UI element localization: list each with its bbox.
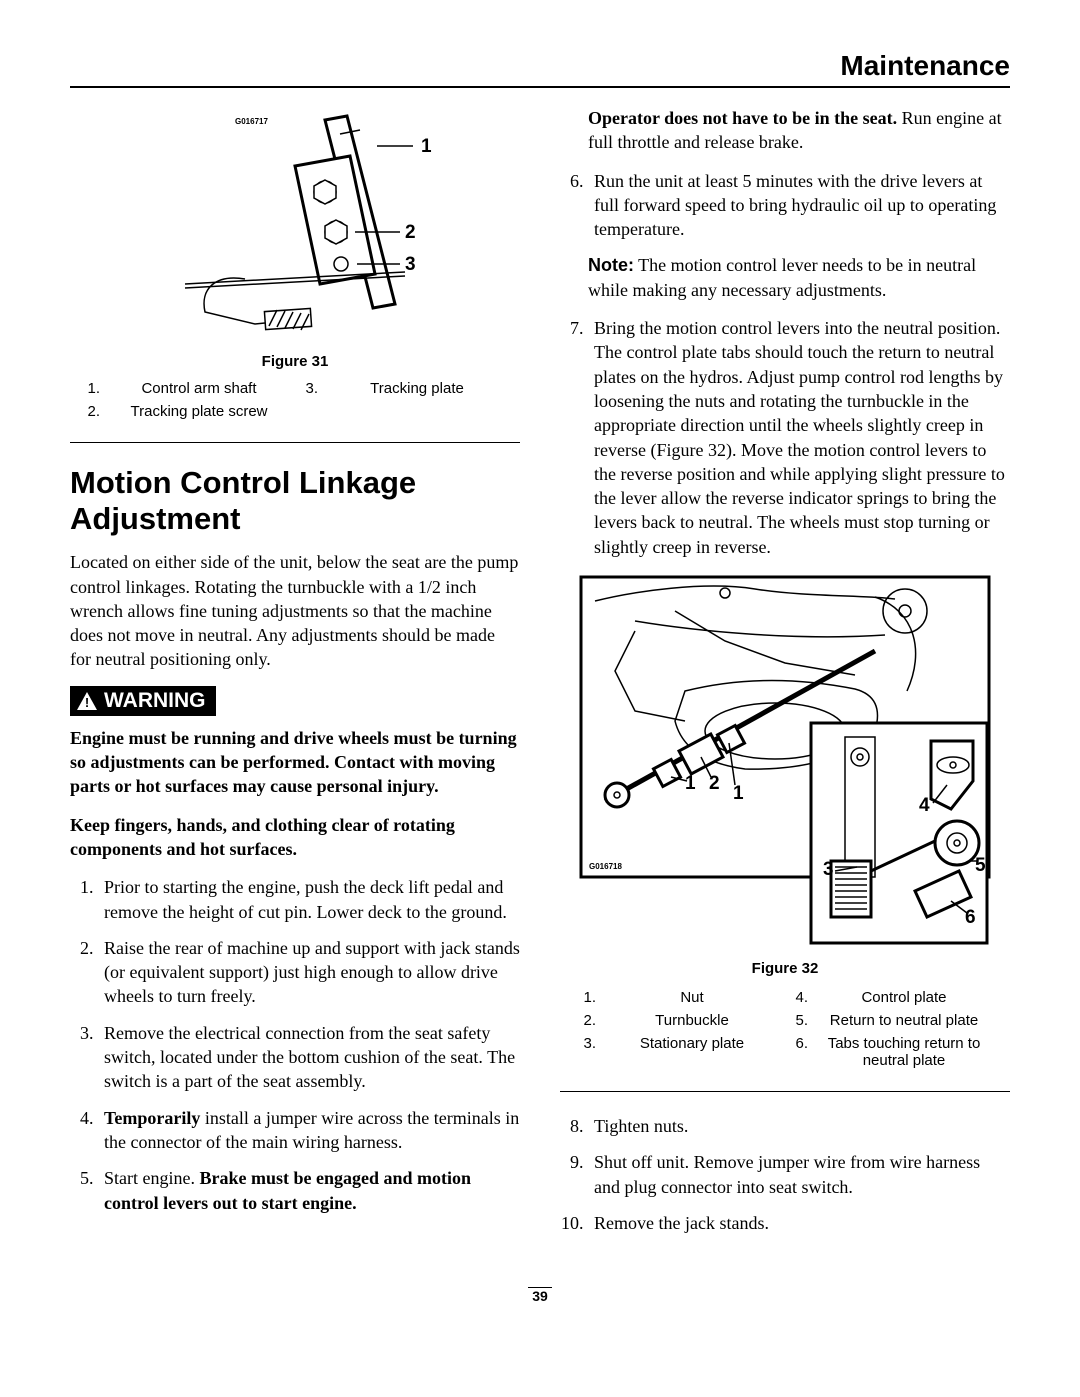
step-9: Shut off unit. Remove jumper wire from w… — [588, 1150, 1010, 1199]
step-1: Prior to starting the engine, push the d… — [98, 875, 520, 924]
note: Note: The motion control lever needs to … — [588, 253, 1010, 302]
svg-text:G016717: G016717 — [235, 117, 268, 126]
step-2: Raise the rear of machine up and support… — [98, 936, 520, 1009]
figure-31-svg: 1 2 3 G016717 — [145, 114, 445, 344]
rule — [560, 1091, 1010, 1092]
warning-p1: Engine must be running and drive wheels … — [70, 726, 520, 799]
svg-text:2: 2 — [405, 222, 416, 243]
step-8: Tighten nuts. — [588, 1114, 1010, 1138]
step-5-cont: Operator does not have to be in the seat… — [588, 106, 1010, 155]
svg-text:3: 3 — [823, 859, 834, 880]
figure-32-svg: 1 2 1 G016718 — [575, 571, 995, 951]
step-3: Remove the electrical connection from th… — [98, 1021, 520, 1094]
page-number: 39 — [70, 1287, 1010, 1304]
page-header: Maintenance — [70, 50, 1010, 88]
section-heading: Motion Control Linkage Adjustment — [70, 465, 520, 536]
figure-31: 1 2 3 G016717 Figure 31 1. Control arm s… — [70, 114, 520, 420]
page-title: Maintenance — [840, 50, 1010, 81]
figure-31-caption: Figure 31 — [70, 353, 520, 370]
right-column: Operator does not have to be in the seat… — [560, 106, 1010, 1247]
warning-p2: Keep fingers, hands, and clothing clear … — [70, 813, 520, 862]
steps-list-b1: Run the unit at least 5 minutes with the… — [560, 169, 1010, 242]
warning-icon: ! — [76, 691, 98, 711]
step-5: Start engine. Brake must be engaged and … — [98, 1166, 520, 1215]
svg-text:!: ! — [85, 695, 89, 710]
steps-list-b2: Bring the motion control levers into the… — [560, 316, 1010, 559]
figure-32-caption: Figure 32 — [560, 960, 1010, 977]
svg-text:5: 5 — [975, 855, 986, 876]
step-7: Bring the motion control levers into the… — [588, 316, 1010, 559]
svg-text:6: 6 — [965, 907, 976, 928]
steps-list-a: Prior to starting the engine, push the d… — [70, 875, 520, 1215]
svg-text:4: 4 — [919, 795, 930, 816]
figure-31-legend: 1. Control arm shaft 3. Tracking plate 2… — [70, 380, 520, 420]
svg-text:1: 1 — [685, 773, 696, 794]
columns: 1 2 3 G016717 Figure 31 1. Control arm s… — [70, 106, 1010, 1247]
rule — [70, 442, 520, 443]
svg-text:1: 1 — [733, 783, 744, 804]
svg-text:G016718: G016718 — [589, 862, 622, 871]
step-4: Temporarily install a jumper wire across… — [98, 1106, 520, 1155]
warning-label: ! WARNING — [70, 686, 216, 716]
svg-text:1: 1 — [421, 136, 432, 157]
figure-32: 1 2 1 G016718 — [560, 571, 1010, 1069]
figure-32-legend: 1. Nut 4. Control plate 2. Turnbuckle 5.… — [560, 989, 1010, 1069]
step-10: Remove the jack stands. — [588, 1211, 1010, 1235]
section-intro: Located on either side of the unit, belo… — [70, 550, 520, 671]
svg-text:3: 3 — [405, 254, 416, 275]
left-column: 1 2 3 G016717 Figure 31 1. Control arm s… — [70, 106, 520, 1247]
step-6: Run the unit at least 5 minutes with the… — [588, 169, 1010, 242]
page: Maintenance — [0, 0, 1080, 1344]
steps-list-c: Tighten nuts. Shut off unit. Remove jump… — [560, 1114, 1010, 1235]
